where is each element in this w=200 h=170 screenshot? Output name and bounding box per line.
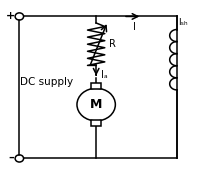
Text: M: M <box>90 98 102 111</box>
Text: –: – <box>8 153 14 163</box>
FancyBboxPatch shape <box>91 120 101 126</box>
Text: Iₛₕ: Iₛₕ <box>178 19 187 28</box>
FancyBboxPatch shape <box>91 83 101 89</box>
Text: +: + <box>6 11 15 21</box>
Text: R: R <box>109 39 116 49</box>
Text: I: I <box>133 22 136 32</box>
Text: Iₐ: Iₐ <box>101 70 108 80</box>
Text: DC supply: DC supply <box>20 77 73 87</box>
